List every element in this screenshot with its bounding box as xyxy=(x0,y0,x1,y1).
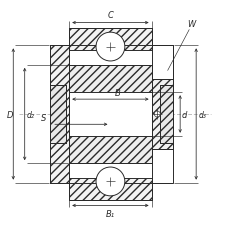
Polygon shape xyxy=(159,86,172,143)
Polygon shape xyxy=(69,93,151,136)
Text: B: B xyxy=(114,88,120,97)
Polygon shape xyxy=(69,65,151,164)
Text: S: S xyxy=(41,114,46,123)
Text: d₂: d₂ xyxy=(27,110,35,119)
Text: C: C xyxy=(107,11,113,20)
Text: d₃: d₃ xyxy=(198,110,205,119)
Polygon shape xyxy=(69,178,151,200)
Polygon shape xyxy=(50,46,69,183)
Polygon shape xyxy=(50,86,65,143)
Text: W: W xyxy=(187,20,195,29)
Circle shape xyxy=(154,112,160,117)
Circle shape xyxy=(96,167,124,196)
Text: D: D xyxy=(7,110,14,119)
Circle shape xyxy=(96,33,124,62)
Text: d: d xyxy=(180,110,186,119)
Text: B₁: B₁ xyxy=(105,209,114,218)
Polygon shape xyxy=(151,79,172,150)
Polygon shape xyxy=(69,29,151,51)
